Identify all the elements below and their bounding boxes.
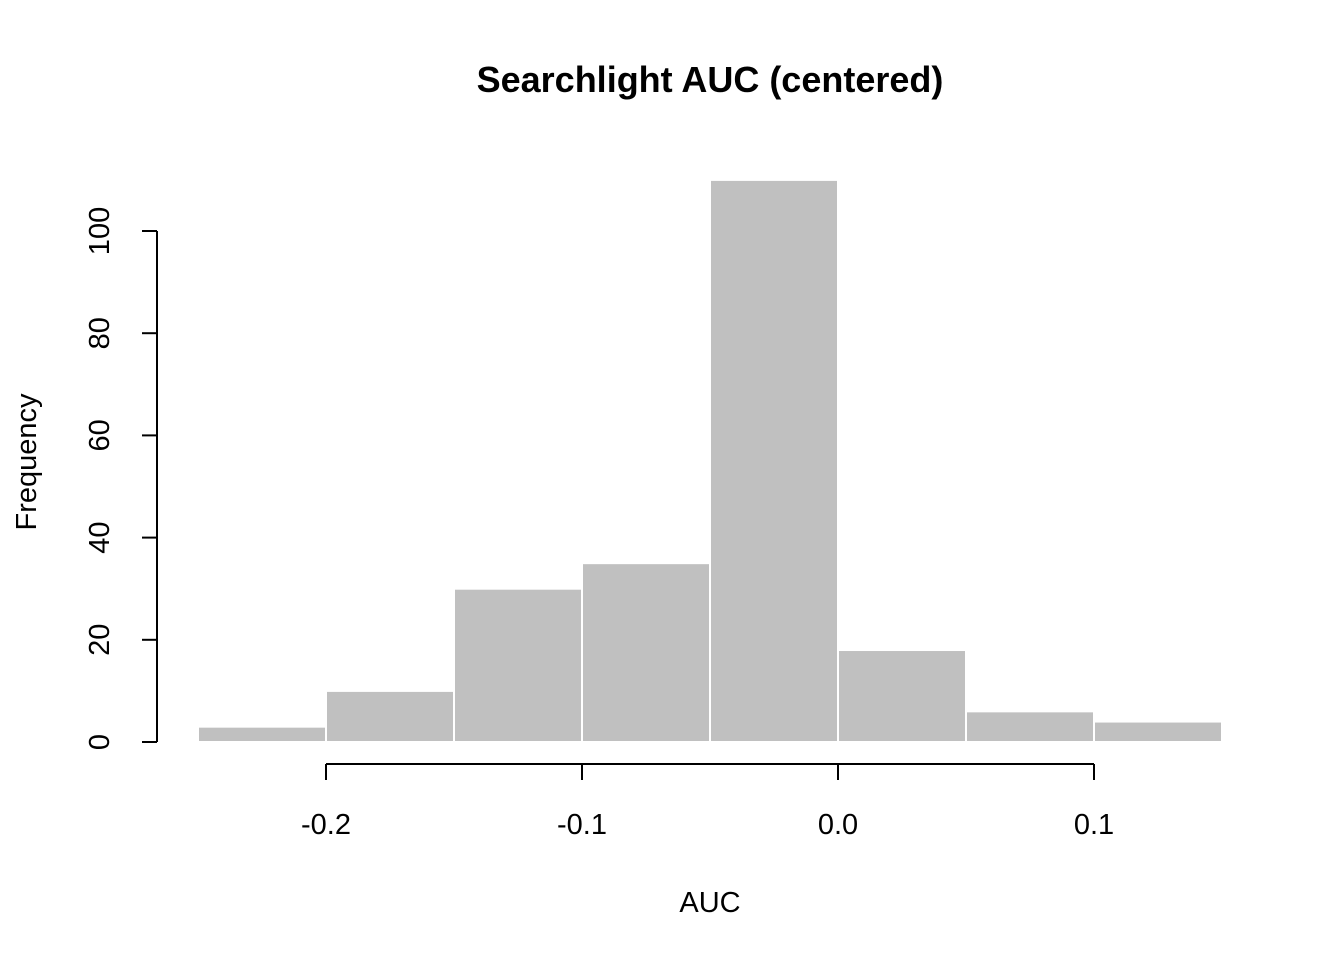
histogram-bar [453, 587, 583, 744]
x-tick-label: 0.0 [818, 809, 858, 841]
y-tick-label: 20 [84, 624, 116, 656]
y-tick-label: 60 [84, 419, 116, 451]
y-tick-label: 0 [84, 734, 116, 750]
histogram-bar [709, 178, 839, 743]
histogram-bar [197, 725, 327, 743]
y-tick-label: 100 [84, 207, 116, 255]
y-axis: 0 20 40 60 80 100 [84, 207, 158, 750]
y-axis-label: Frequency [11, 393, 43, 531]
histogram-bar [965, 710, 1095, 744]
y-tick-label: 80 [84, 317, 116, 349]
x-axis-label: AUC [679, 887, 740, 919]
histogram-bar [837, 649, 967, 744]
x-tick-label: -0.2 [301, 809, 351, 841]
histogram-bar [581, 562, 711, 744]
x-tick-label: 0.1 [1074, 809, 1114, 841]
x-axis: -0.2 -0.1 0.0 0.1 [301, 763, 1114, 841]
chart-title: Searchlight AUC (centered) [477, 59, 944, 100]
y-tick-label: 40 [84, 521, 116, 553]
histogram-bar [1093, 720, 1223, 743]
x-tick-label: -0.1 [557, 809, 607, 841]
histogram-bar [325, 689, 455, 744]
histogram-bars [197, 178, 1223, 744]
